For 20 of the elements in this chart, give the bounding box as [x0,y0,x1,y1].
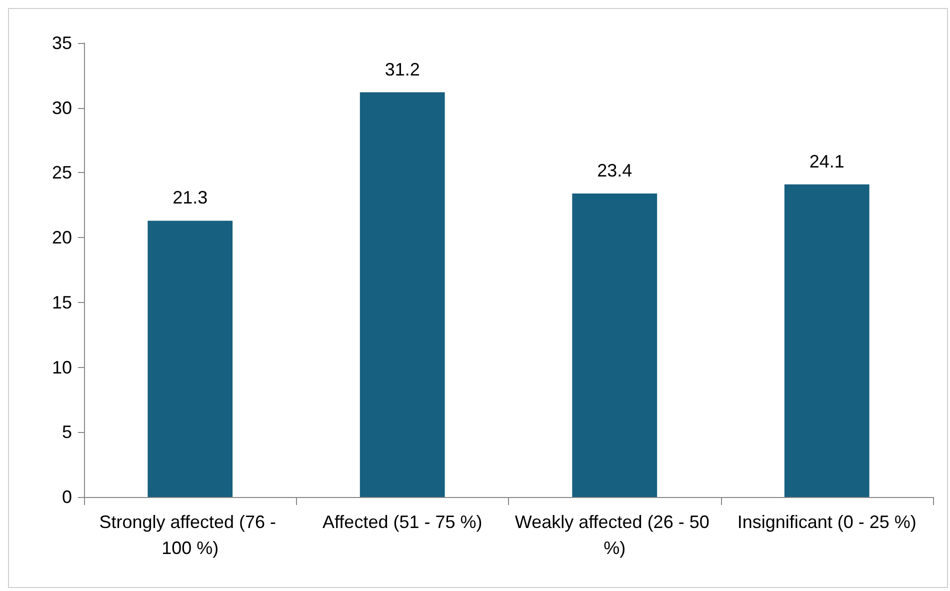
x-tick-label: Insignificant (0 - 25 %) [737,512,916,532]
y-tick-label: 25 [52,162,72,183]
y-tick-label: 15 [52,292,72,312]
x-tick-label: Affected (51 - 75 %) [322,512,482,532]
y-tick-label: 10 [52,357,72,378]
data-label: 21.3 [172,188,208,208]
data-label: 23.4 [597,160,632,180]
bar [784,184,870,497]
bar [148,220,233,497]
y-tick-label: 35 [52,33,72,53]
y-tick-label: 20 [52,228,72,248]
x-tick-label: Strongly affected (76 - 100 %) [99,512,282,558]
x-tick-label: Weakly affected (26 - 50 %) [514,512,714,558]
data-label: 24.1 [809,151,844,172]
bar [360,92,445,497]
y-tick-label: 0 [62,487,72,507]
data-label: 31.2 [384,59,420,80]
y-tick-label: 5 [62,422,72,442]
bar [572,193,658,497]
y-tick-label: 30 [52,98,72,118]
